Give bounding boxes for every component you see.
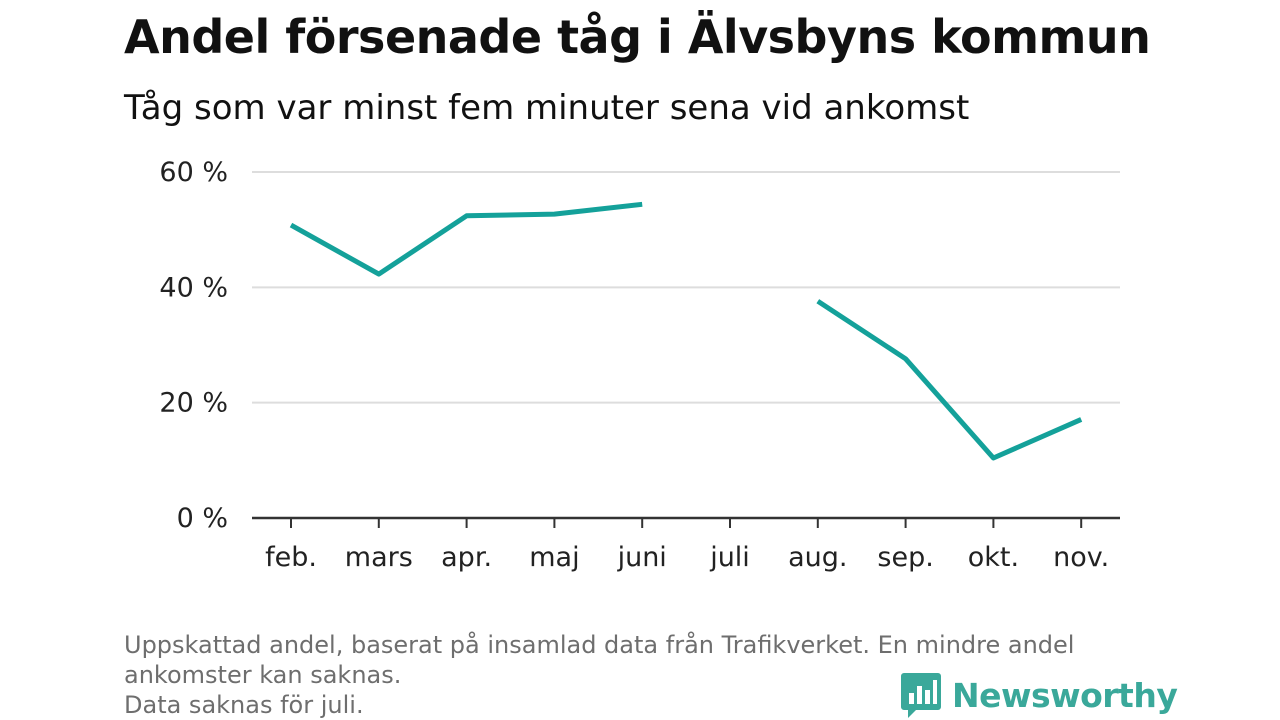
y-axis-ticks: 0 % 20 % 40 % 60 % (159, 157, 228, 534)
footer-note-line-3: Data saknas för juli. (124, 691, 364, 719)
chart-title: Andel försenade tåg i Älvsbyns kommun (124, 10, 1151, 64)
y-tick-label: 0 % (177, 503, 228, 534)
bar-chart-speech-bubble-icon (901, 673, 941, 718)
footer-note-line-2: ankomster kan saknas. (124, 661, 402, 689)
series-line (816, 299, 1083, 461)
x-tick-label: juni (617, 542, 667, 573)
footer-note: Uppskattad andel, baserat på insamlad da… (124, 630, 1164, 720)
footer-note-line-1: Uppskattad andel, baserat på insamlad da… (124, 631, 1075, 659)
x-tick-label: maj (529, 542, 579, 573)
line-chart: 0 % 20 % 40 % 60 % feb. mars apr. maj juni juli a… (159, 157, 1120, 573)
x-tick-label: nov. (1053, 542, 1109, 573)
y-tick-label: 60 % (159, 157, 228, 188)
x-tick-label: sep. (877, 542, 933, 573)
x-tick-label: feb. (265, 542, 317, 573)
x-axis: feb. mars apr. maj juni juli aug. sep. okt. nov. (252, 516, 1120, 573)
chart-subtitle: Tåg som var minst fem minuter sena vid a… (124, 88, 970, 128)
series-lines (289, 201, 1083, 461)
x-tick-label: apr. (441, 542, 492, 573)
x-tick-label: mars (345, 542, 413, 573)
x-tick-label: okt. (968, 542, 1019, 573)
brand-name: Newsworthy (952, 675, 1178, 715)
series-line (289, 201, 643, 277)
y-tick-label: 20 % (159, 388, 228, 419)
x-tick-label: juli (709, 542, 750, 573)
newsworthy-logo: Newsworthy (900, 670, 1178, 720)
grid-lines (252, 171, 1120, 404)
y-tick-label: 40 % (159, 272, 228, 303)
x-tick-label: aug. (788, 542, 847, 573)
